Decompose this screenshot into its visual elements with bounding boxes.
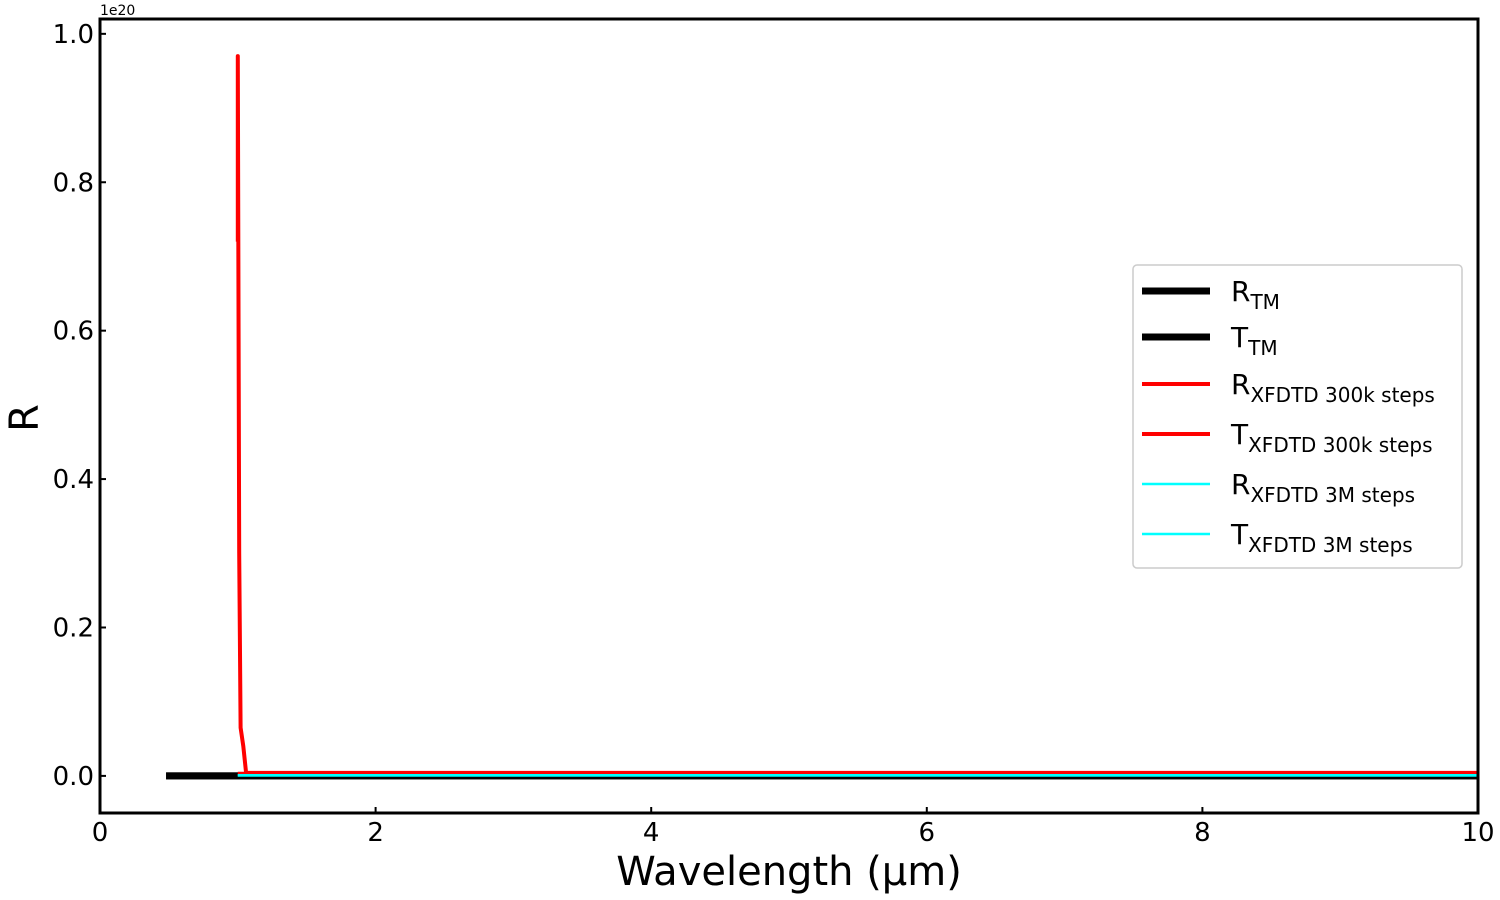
x-tick-label-2: 4 [643, 818, 660, 848]
x-tick-label-4: 8 [1194, 818, 1211, 848]
y-tick-label-4: 0.8 [53, 168, 94, 198]
x-axis-label: Wavelength (μm) [616, 849, 962, 895]
y-tick-label-3: 0.6 [53, 317, 94, 347]
y-offset-label: 1e20 [100, 3, 135, 19]
legend-label-3: RXFDTD 300k steps [1231, 368, 1435, 407]
y-tick-label-1: 0.2 [53, 613, 94, 643]
plot-series-group [166, 54, 1478, 780]
legend: RTM TTM RXFDTD 300k steps TXFDTD 300k steps… [1132, 264, 1463, 569]
x-tick-label-1: 2 [367, 818, 384, 848]
plot-frame [98, 17, 1480, 815]
axis-ticks-group: 0 2 4 6 8 10 0.0 0.2 0.4 0.6 0.8 1.0 [53, 20, 1495, 848]
legend-box [1132, 264, 1463, 569]
legend-label-6: TXFDTD 3M steps [1230, 518, 1413, 557]
x-tick-label-0: 0 [92, 818, 109, 848]
y-tick-label-5: 1.0 [53, 20, 94, 50]
y-tick-label-2: 0.4 [53, 465, 94, 495]
y-axis-label: R [2, 404, 48, 432]
y-tick-label-0: 0.0 [53, 762, 94, 792]
x-tick-label-5: 10 [1461, 818, 1494, 848]
legend-label-4: TXFDTD 300k steps [1230, 418, 1432, 457]
x-tick-label-3: 6 [919, 818, 936, 848]
legend-label-1: RTM [1231, 275, 1280, 314]
legend-label-2: TTM [1230, 321, 1278, 360]
legend-label-5: RXFDTD 3M steps [1231, 468, 1415, 507]
